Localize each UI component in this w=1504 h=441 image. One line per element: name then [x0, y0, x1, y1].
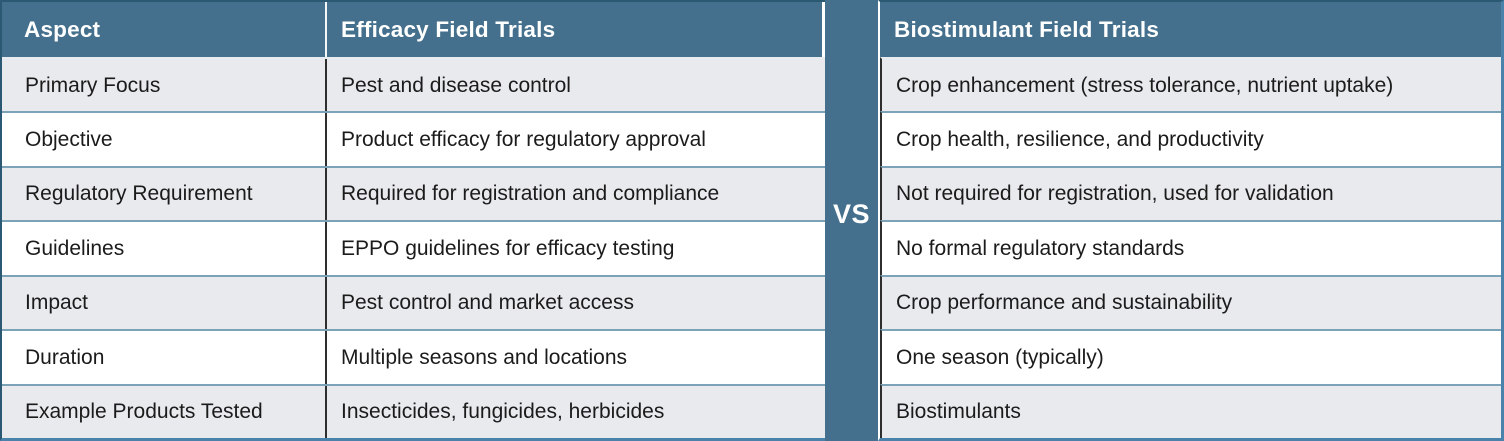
efficacy-table-header-row: Aspect Efficacy Field Trials — [2, 2, 825, 57]
biostimulant-column-header: Biostimulant Field Trials — [894, 16, 1160, 42]
table-row: Impact Pest control and market access — [2, 274, 825, 330]
value-cell: EPPO guidelines for efficacy testing — [341, 236, 675, 260]
value-cell: Pest and disease control — [341, 73, 571, 97]
efficacy-column-header: Efficacy Field Trials — [327, 2, 825, 57]
value-cell: Crop health, resilience, and productivit… — [896, 128, 1264, 152]
table-row: No formal regulatory standards — [880, 220, 1501, 275]
aspect-cell: Impact — [2, 276, 327, 330]
value-cell: Biostimulants — [896, 400, 1021, 424]
table-row: Biostimulants — [880, 383, 1501, 438]
value-cell: Crop enhancement (stress tolerance, nutr… — [896, 73, 1394, 97]
table-row: Not required for registration, used for … — [880, 165, 1501, 221]
value-cell: One season (typically) — [896, 345, 1104, 369]
efficacy-table: Aspect Efficacy Field Trials Primary Foc… — [0, 0, 825, 441]
biostimulant-table-header-row: Biostimulant Field Trials — [880, 2, 1501, 57]
value-cell: Insecticides, fungicides, herbicides — [341, 400, 665, 424]
table-row: Example Products Tested Insecticides, fu… — [2, 383, 825, 438]
value-cell: Pest control and market access — [341, 291, 634, 315]
table-row: Duration Multiple seasons and locations — [2, 329, 825, 384]
aspect-cell: Guidelines — [2, 222, 327, 275]
value-cell: Required for registration and compliance — [341, 182, 720, 206]
aspect-cell: Example Products Tested — [2, 385, 327, 438]
aspect-cell: Regulatory Requirement — [2, 167, 327, 221]
value-cell: No formal regulatory standards — [896, 236, 1185, 260]
value-cell: Product efficacy for regulatory approval — [341, 128, 706, 152]
table-row: Regulatory Requirement Required for regi… — [2, 165, 825, 221]
table-row: Objective Product efficacy for regulator… — [2, 111, 825, 166]
aspect-column-header: Aspect — [2, 2, 327, 57]
aspect-cell: Objective — [2, 113, 327, 166]
table-row: Crop health, resilience, and productivit… — [880, 111, 1501, 166]
table-row: Crop enhancement (stress tolerance, nutr… — [880, 57, 1501, 112]
value-cell: Crop performance and sustainability — [896, 291, 1233, 315]
table-row: Crop performance and sustainability — [880, 274, 1501, 330]
table-row: Primary Focus Pest and disease control — [2, 57, 825, 112]
vs-divider: VS — [825, 0, 878, 441]
table-row: Guidelines EPPO guidelines for efficacy … — [2, 220, 825, 275]
value-cell: Multiple seasons and locations — [341, 345, 628, 369]
vs-label: VS — [832, 199, 871, 229]
table-row: One season (typically) — [880, 329, 1501, 384]
aspect-cell: Primary Focus — [2, 59, 327, 112]
biostimulant-table: Biostimulant Field Trials Crop enhanceme… — [878, 0, 1504, 441]
aspect-cell: Duration — [2, 331, 327, 384]
value-cell: Not required for registration, used for … — [896, 182, 1334, 206]
